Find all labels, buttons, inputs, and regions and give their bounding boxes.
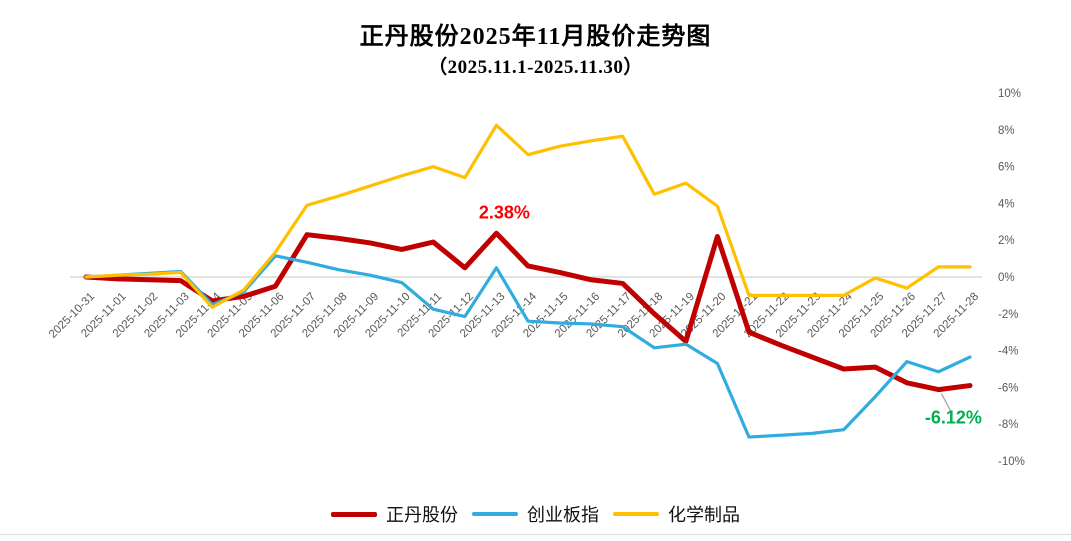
y-axis-tick-label: 8% [998, 125, 1015, 137]
y-axis-tick-label: -2% [998, 309, 1018, 321]
y-axis-tick-label: -4% [998, 346, 1018, 358]
legend-line-swatch-blue [472, 512, 518, 516]
chart-subtitle: （2025.11.1-2025.11.30） [428, 57, 643, 78]
y-axis-tick-label: -8% [998, 419, 1018, 431]
y-axis-tick-label: -10% [998, 456, 1025, 468]
series-line-2 [84, 123, 972, 309]
y-axis-tick-label: -6% [998, 382, 1018, 394]
chart-title: 正丹股份2025年11月股价走势图 [359, 24, 712, 50]
y-axis-tick-label: 0% [998, 272, 1015, 284]
annotation-last-value: -6.12% [924, 407, 982, 428]
y-axis-tick-label: 4% [998, 198, 1015, 210]
y-axis-tick-label: 10% [998, 88, 1021, 100]
legend-line-swatch-yellow [613, 512, 659, 516]
y-axis-tick-label: 2% [998, 235, 1015, 247]
legend-label: 正丹股份 [386, 505, 458, 525]
series-line-1 [84, 254, 972, 439]
y-axis-tick-label: 6% [998, 162, 1015, 174]
legend-item-chemicals: 化学制品 [613, 501, 740, 527]
annotation-peak-value: 2.38% [478, 202, 530, 223]
legend-label: 化学制品 [668, 505, 740, 525]
legend-label: 创业板指 [527, 505, 599, 525]
series-line-0 [83, 230, 973, 393]
legend-item-chinext: 创业板指 [472, 501, 599, 527]
chart-legend: 正丹股份 创业板指 化学制品 [0, 501, 1071, 527]
legend-item-zhengdan: 正丹股份 [331, 501, 458, 527]
annotation-leader-line [940, 393, 952, 411]
legend-line-swatch-red [331, 511, 377, 517]
chart-bottom-border [0, 534, 1071, 535]
